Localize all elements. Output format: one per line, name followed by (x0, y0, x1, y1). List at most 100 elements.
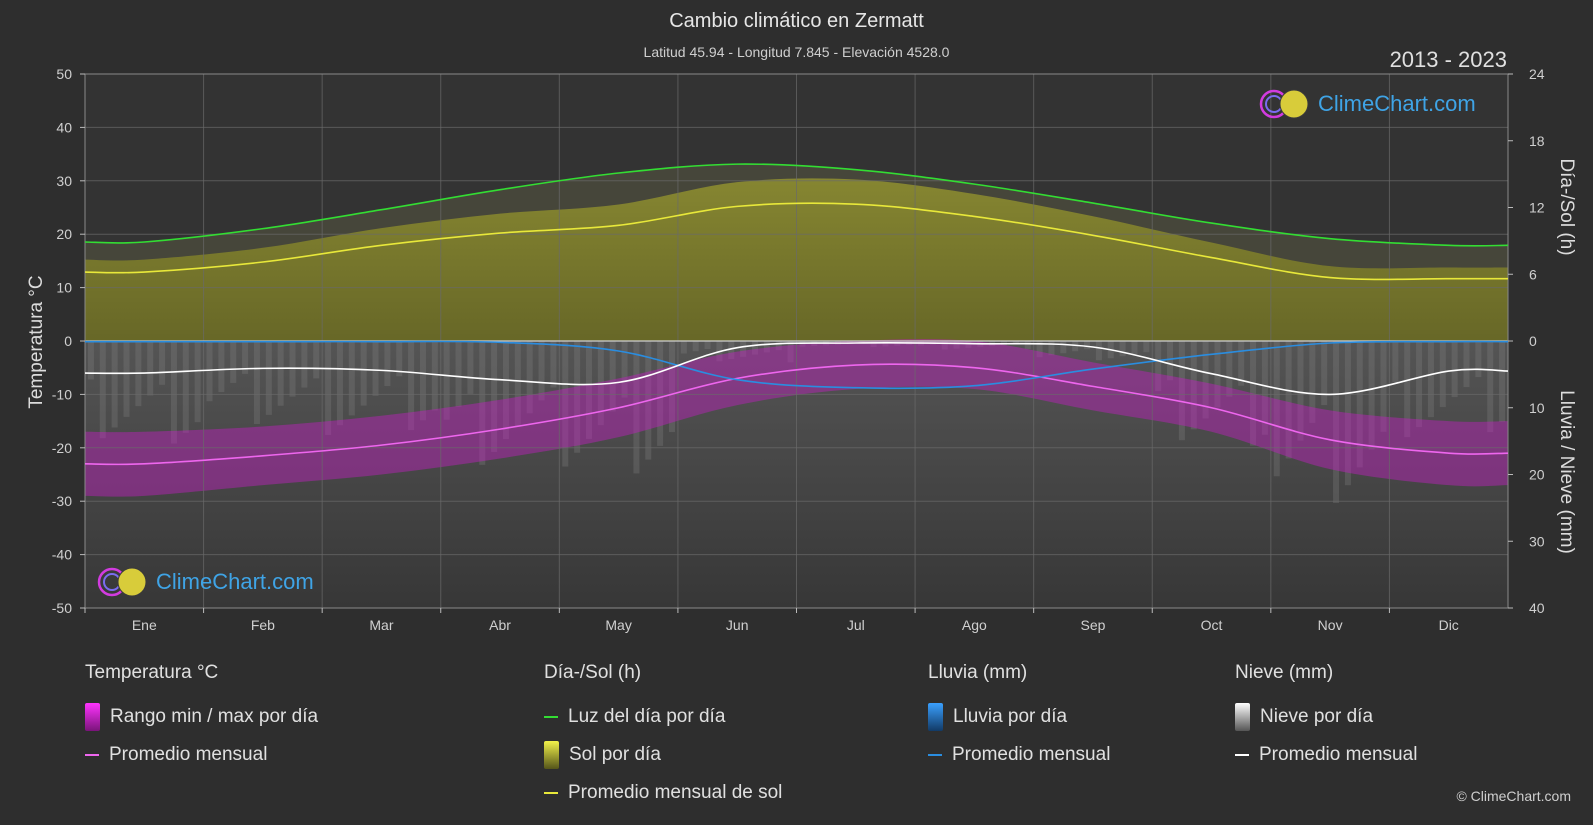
legend-item-rain-avg: Promedio mensual (928, 736, 1110, 774)
snow-bar (1487, 341, 1494, 433)
chart-title: Cambio climático en Zermatt (669, 10, 924, 32)
legend-item-rain-daily: Lluvia por día (928, 698, 1110, 736)
legend-sun: Día-/Sol (h) Luz del día por día Sol por… (544, 662, 782, 812)
snow-bar (514, 341, 521, 427)
snow-bar (1131, 341, 1138, 355)
snow-bar (621, 341, 628, 398)
brand-logo-bottom[interactable]: ClimeChart.com (96, 566, 314, 598)
legend-item-snow-avg: Promedio mensual (1235, 736, 1417, 774)
snow-bar (1344, 341, 1351, 486)
snow-bar (728, 341, 735, 360)
snow-bar (419, 341, 426, 421)
snow-bar (1190, 341, 1197, 430)
snow-bar (1119, 341, 1126, 357)
snow-bar (1084, 341, 1091, 350)
snow-bar (384, 341, 391, 387)
snow-bar (941, 341, 948, 350)
snow-swatch-icon (1235, 703, 1250, 731)
snow-bar (1261, 341, 1268, 435)
snow-bar (668, 341, 675, 433)
snow-bar (372, 341, 379, 396)
snow-bar (1250, 341, 1257, 446)
snow-bar (562, 341, 569, 467)
legend-label: Nieve por día (1260, 706, 1374, 727)
snow-bar (479, 341, 486, 465)
snow-bar (1036, 341, 1043, 358)
chart-subtitle: Latitud 45.94 - Longitud 7.845 - Elevaci… (643, 44, 950, 60)
snow-bar (1297, 341, 1304, 441)
line-swatch-icon (544, 716, 558, 718)
snow-bar (1273, 341, 1280, 477)
tick-label-temp: 50 (56, 66, 72, 82)
snow-bar (123, 341, 130, 417)
tick-label-month: Jul (847, 617, 865, 633)
legend-label: Promedio mensual (1259, 744, 1418, 765)
tick-label-month: Nov (1318, 617, 1343, 633)
snow-bar (526, 341, 533, 414)
climechart-logo-icon (1259, 89, 1309, 119)
snow-bar (1356, 341, 1363, 468)
snow-bar (538, 341, 545, 401)
snow-bar (550, 341, 557, 388)
y-axis-left-title: Temperatura °C (26, 275, 47, 409)
climechart-logo-icon (97, 567, 147, 597)
snow-bar (455, 341, 462, 407)
snow-bar (147, 341, 154, 396)
legend-rain: Lluvia (mm) Lluvia por día Promedio mens… (928, 662, 1110, 774)
snow-bar (325, 341, 332, 435)
snow-bar (609, 341, 616, 412)
legend-label: Luz del día por día (568, 706, 726, 727)
tick-label-temp: -40 (52, 547, 72, 563)
tick-label-precip: 20 (1529, 467, 1545, 483)
tick-label-precip: 30 (1529, 533, 1545, 549)
snow-bar (1226, 341, 1233, 397)
snow-bar (194, 341, 201, 423)
tick-label-temp: 30 (56, 173, 72, 189)
legend-item-sun-avg: Promedio mensual de sol (544, 774, 782, 812)
copyright: © ClimeChart.com (1456, 788, 1571, 804)
legend-label: Lluvia por día (953, 706, 1068, 727)
tick-label-temp: 0 (64, 333, 72, 349)
snow-bar (396, 341, 403, 377)
legend-heading: Día-/Sol (h) (544, 662, 642, 683)
tick-label-temp: 40 (56, 119, 72, 135)
snow-bar (1499, 341, 1506, 423)
brand-logo-top[interactable]: ClimeChart.com (1258, 88, 1476, 120)
snow-bar (633, 341, 640, 474)
snow-bar (882, 341, 889, 347)
tick-label-sun: 12 (1529, 200, 1545, 216)
snow-bar (953, 341, 960, 349)
tick-label-month: Oct (1201, 617, 1223, 633)
snow-bar (230, 341, 237, 383)
legend-label: Promedio mensual (952, 744, 1111, 765)
snow-bar (206, 341, 213, 402)
snow-bar (740, 341, 747, 357)
year-range: 2013 - 2023 (1389, 47, 1507, 72)
snow-bar (467, 341, 474, 394)
legend-item-temp-range: Rango min / max por día (85, 698, 318, 736)
snow-bar (1048, 341, 1055, 356)
logo-text: ClimeChart.com (156, 569, 314, 594)
tick-label-month: Feb (251, 617, 275, 633)
snow-bar (170, 341, 177, 444)
legend-item-snow-daily: Nieve por día (1235, 698, 1417, 736)
tick-label-sun: 18 (1529, 133, 1545, 149)
tick-label-temp: -30 (52, 493, 72, 509)
series-line-temp (84, 363, 1509, 466)
snow-bar (502, 341, 509, 440)
snow-bar (574, 341, 581, 453)
snow-bar (692, 341, 699, 352)
snow-bar (1427, 341, 1434, 418)
tick-label-temp: -20 (52, 440, 72, 456)
snow-bar (1368, 341, 1375, 450)
tick-label-precip: 40 (1529, 600, 1545, 616)
snow-bar (1309, 341, 1316, 423)
line-swatch-icon (1235, 754, 1249, 756)
series-line-sun (84, 163, 1509, 247)
snow-bar (585, 341, 592, 439)
tick-label-month: Mar (369, 617, 393, 633)
snow-bar (301, 341, 308, 388)
series-line-sun (84, 202, 1509, 281)
tick-label-month: Jun (726, 617, 749, 633)
snow-bar (336, 341, 343, 426)
